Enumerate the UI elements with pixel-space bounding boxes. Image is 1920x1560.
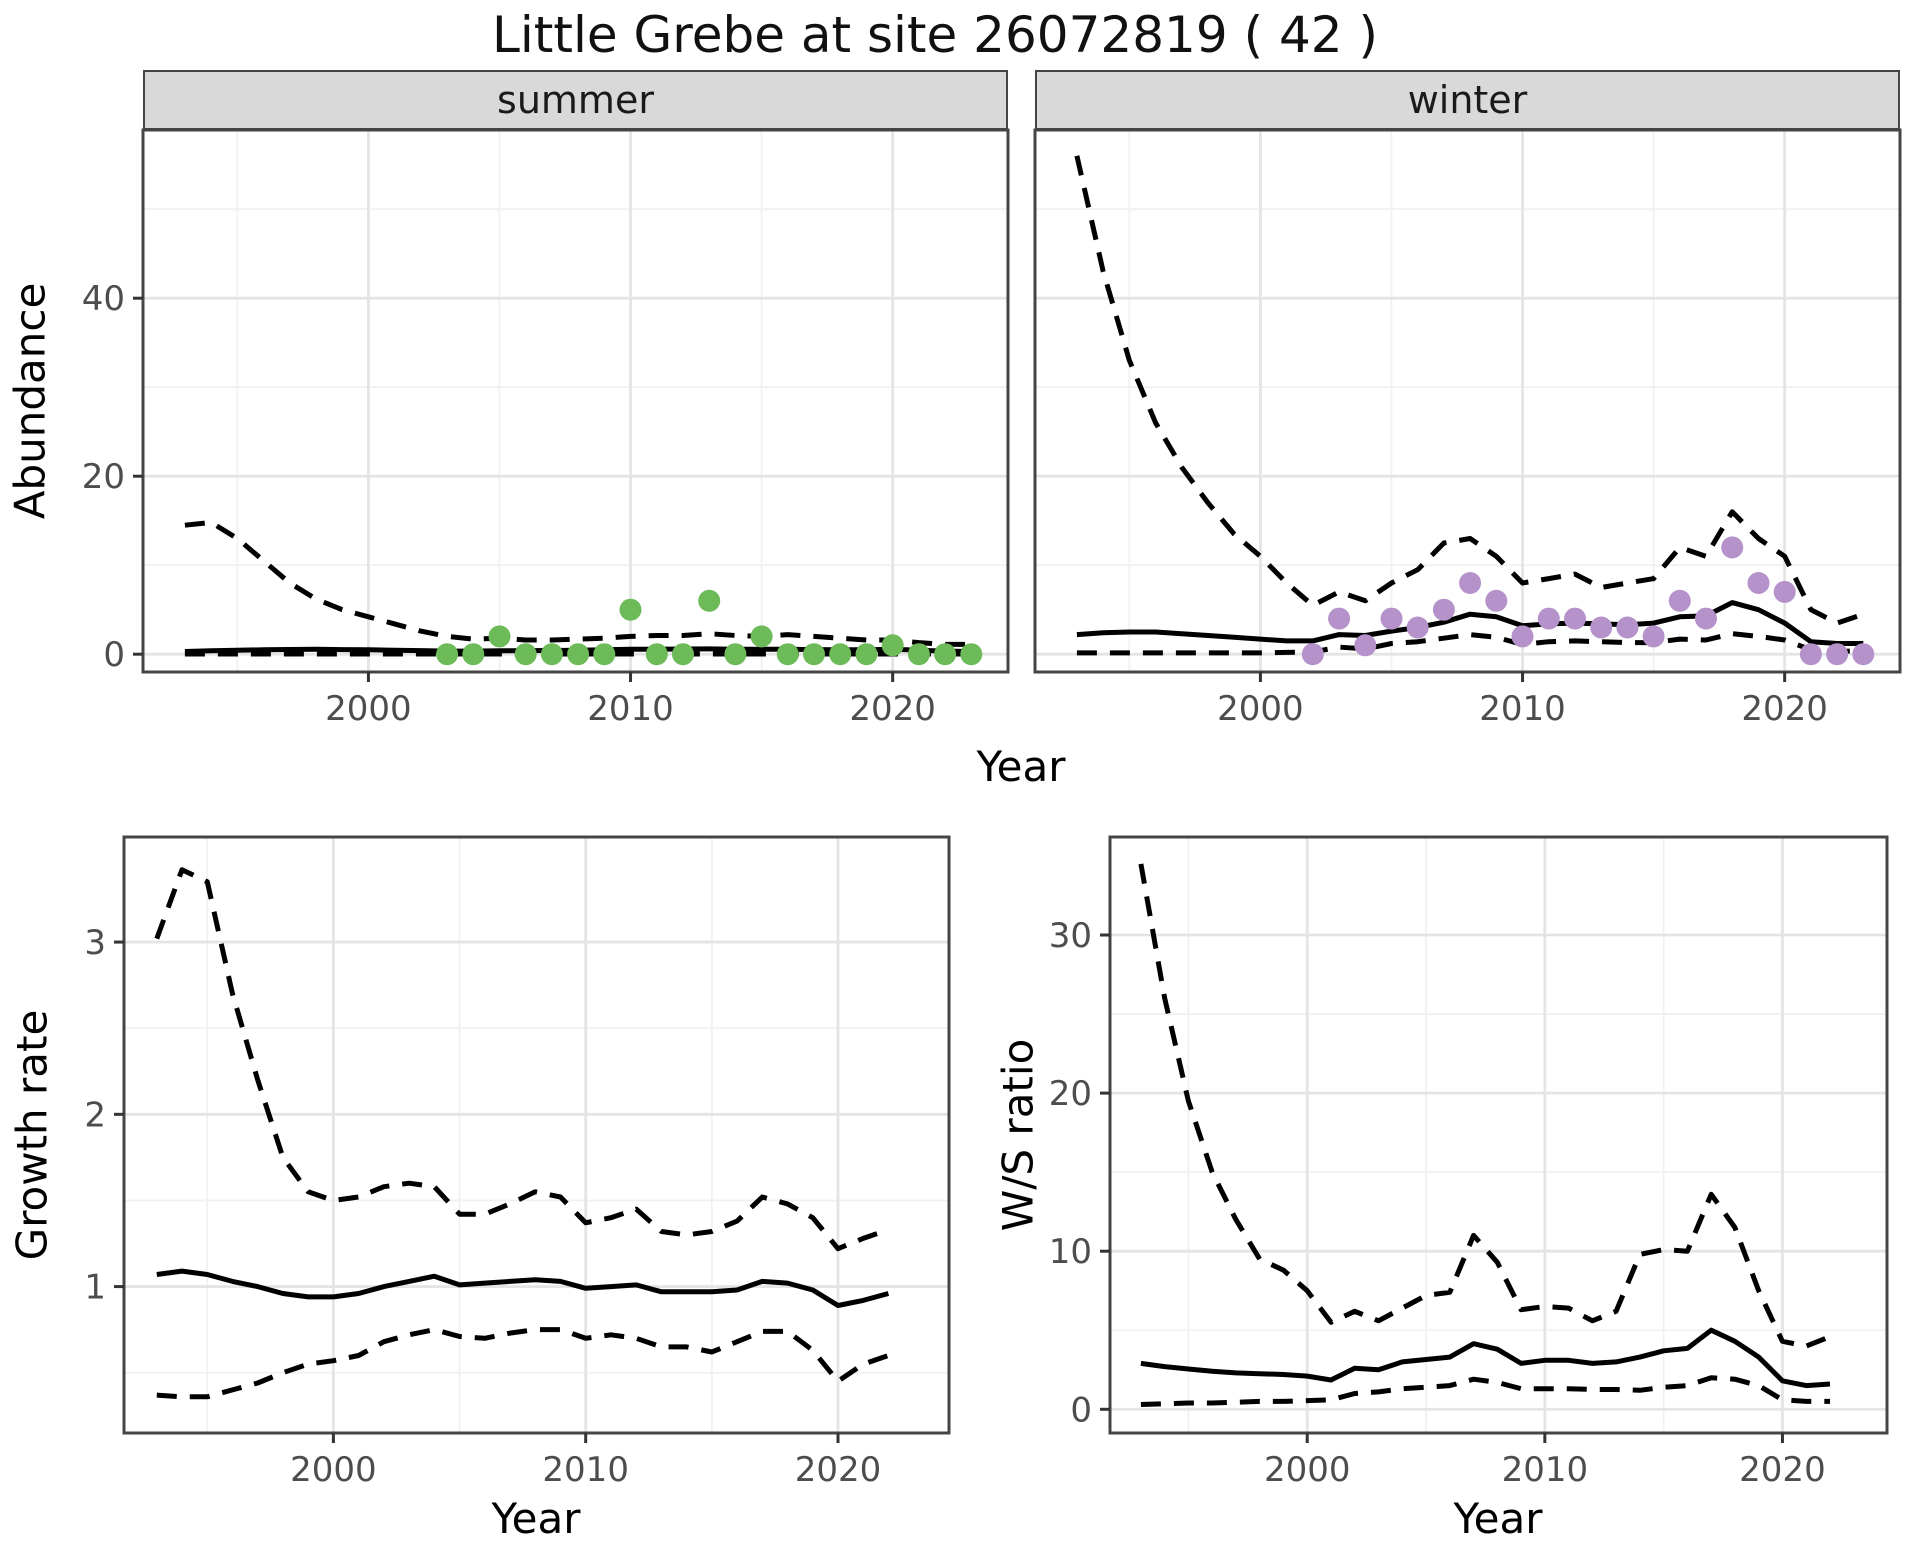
observation-point [1459, 572, 1482, 594]
x-tick-label: 2020 [849, 689, 936, 729]
observation-point [750, 625, 773, 648]
observation-point [724, 643, 747, 666]
observation-point [1721, 536, 1744, 559]
y-tick-label: 30 [1049, 916, 1092, 956]
observation-point [1564, 607, 1586, 630]
ci-dashed-line [1140, 1375, 1830, 1407]
panel-border [1033, 128, 1902, 674]
observation-point [803, 643, 825, 666]
observation-point [776, 643, 799, 666]
x-tick-label: 2010 [587, 689, 674, 729]
observation-point [1590, 616, 1613, 639]
y-tick-label: 0 [1070, 1390, 1092, 1430]
ci-dashed-line [156, 1327, 890, 1400]
observation-point [1616, 616, 1639, 639]
fit-solid-line [156, 1268, 890, 1308]
observation-point [1537, 607, 1560, 630]
observation-point [1826, 643, 1849, 666]
fit-solid-line [1076, 600, 1864, 646]
x-tick-label: 2010 [542, 1450, 629, 1490]
y-tick-label: 1 [84, 1268, 106, 1308]
observation-point [1301, 643, 1324, 666]
observation-point [488, 625, 511, 648]
x-tick-label: 2020 [795, 1450, 882, 1490]
observation-point [567, 643, 590, 666]
observation-point [1773, 580, 1796, 603]
ci-dashed-line [154, 867, 890, 1252]
growth-rate-plot: 2000 2010 2020 1 2 3 [84, 835, 951, 1490]
observation-point [829, 643, 852, 666]
observation-point [1799, 643, 1822, 666]
y-tick-label: 2 [84, 1095, 106, 1135]
winter-abundance-plot: 2000 2010 2020 [1033, 128, 1902, 729]
observation-point [672, 643, 694, 666]
observation-point [881, 634, 904, 657]
observation-point [1747, 572, 1770, 594]
observation-point [1485, 589, 1508, 612]
y-tick-label: 10 [1049, 1232, 1092, 1272]
x-tick-label: 2020 [1741, 689, 1828, 729]
x-tick-label: 2010 [1479, 689, 1566, 729]
observation-point [1328, 607, 1351, 630]
observation-point [540, 643, 563, 666]
y-tick-label: 3 [84, 923, 106, 963]
observation-point [960, 643, 983, 666]
observation-point [645, 643, 668, 666]
panel-border [141, 128, 1010, 674]
observation-point [619, 598, 642, 621]
observation-point [855, 643, 878, 666]
x-tick-label: 2000 [1217, 689, 1304, 729]
observation-point [934, 643, 957, 666]
y-tick-label: 0 [103, 635, 125, 675]
observation-point [1511, 625, 1534, 648]
summer-abundance-plot: 2000 2010 2020 0 20 40 [82, 128, 1010, 729]
x-tick-label: 2010 [1502, 1450, 1589, 1490]
observation-point [1354, 634, 1377, 657]
y-tick-label: 40 [82, 279, 125, 319]
observation-point [514, 643, 537, 666]
x-tick-label: 2000 [325, 689, 412, 729]
observation-point [1642, 625, 1665, 648]
x-tick-label: 2000 [1264, 1450, 1351, 1490]
observation-point [1695, 607, 1717, 630]
observation-point [698, 589, 721, 612]
x-tick-label: 2020 [1739, 1450, 1826, 1490]
x-tick-label: 2000 [290, 1450, 377, 1490]
y-tick-label: 20 [82, 457, 125, 497]
plot-title: Little Grebe at site 26072819 ( 42 ) [491, 6, 1378, 64]
x-axis-title-year-ws: Year [1453, 1494, 1543, 1543]
facet-strip-summer-label: summer [497, 78, 654, 122]
facet-strip-winter: winter [1035, 70, 1900, 130]
observation-point [462, 643, 485, 666]
observation-point [436, 643, 459, 666]
observation-point [907, 643, 930, 666]
ci-dashed-line [1138, 863, 1831, 1349]
fit-solid-line [1140, 1327, 1831, 1389]
y-axis-title-abundance: Abundance [5, 282, 55, 520]
x-axis-title-year-growth: Year [491, 1494, 581, 1543]
ci-dashed-line [1074, 155, 1865, 626]
x-axis-title-year-top: Year [976, 742, 1066, 791]
observation-point [1380, 607, 1403, 630]
observation-point [1432, 598, 1455, 621]
facet-strip-winter-label: winter [1407, 78, 1528, 122]
observation-point [593, 643, 616, 666]
observation-point [1668, 589, 1691, 612]
facet-strip-summer: summer [143, 70, 1008, 130]
observation-point [1406, 616, 1429, 639]
y-tick-label: 20 [1049, 1074, 1092, 1114]
observation-point [1852, 643, 1875, 666]
panel-border [122, 835, 951, 1435]
panel-border [1108, 835, 1889, 1435]
ws-ratio-plot: 2000 2010 2020 0 10 20 30 [1049, 835, 1889, 1490]
